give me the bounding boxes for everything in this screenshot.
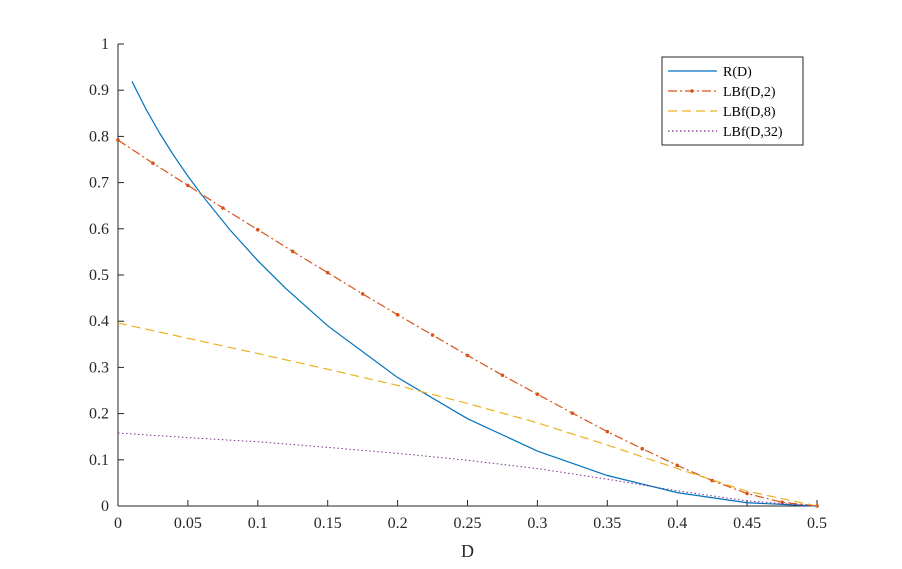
data-point <box>535 392 540 396</box>
x-tick-label: 0.35 <box>593 515 621 532</box>
series-lbf-d-8 <box>117 322 818 507</box>
y-tick-label: 0.9 <box>89 82 109 99</box>
legend-box <box>661 56 804 146</box>
data-point <box>151 161 155 165</box>
y-tick-label: 0.1 <box>89 452 109 469</box>
x-tick-label: 0.4 <box>667 515 687 532</box>
data-point <box>255 227 260 232</box>
data-point <box>465 353 470 358</box>
data-point <box>640 446 645 451</box>
legend-item: LBf(D,32) <box>668 125 783 140</box>
y-tick-label: 0.8 <box>89 128 109 145</box>
data-point <box>430 333 435 337</box>
y-axis: 0 0.1 0.2 0.3 0.4 0.5 0.6 0.7 0.8 0.9 1 <box>89 36 124 515</box>
y-tick-label: 0.4 <box>89 313 109 330</box>
data-point <box>290 249 295 254</box>
series-layer <box>116 81 819 508</box>
y-tick-label: 0.2 <box>89 406 109 423</box>
x-tick-label: 0.25 <box>454 515 482 532</box>
x-tick-label: 0.1 <box>248 515 268 532</box>
legend-marker <box>690 89 694 93</box>
legend-label: LBf(D,8) <box>723 105 776 120</box>
y-tick-label: 0.3 <box>89 359 109 376</box>
data-point <box>675 463 679 468</box>
legend-label: LBf(D,32) <box>723 125 783 140</box>
y-tick-label: 0.5 <box>89 267 109 284</box>
series-lbf-d-32 <box>117 432 818 507</box>
series-line <box>117 139 818 507</box>
y-tick-label: 0 <box>101 498 109 515</box>
x-tick-label: 0.05 <box>174 515 202 532</box>
series-line <box>117 322 818 507</box>
y-tick-label: 0.7 <box>89 175 109 192</box>
x-axis: 0 0.05 0.1 0.15 0.2 0.25 0.3 0.35 0.4 0.45 0.5 <box>114 500 827 532</box>
series-line <box>131 81 818 507</box>
x-axis-title: D <box>461 541 474 561</box>
legend-item: LBf(D,8) <box>668 105 776 120</box>
x-tick-label: 0.2 <box>388 515 408 532</box>
x-tick-label: 0.5 <box>807 515 827 532</box>
x-tick-label: 0.15 <box>314 515 342 532</box>
data-point <box>605 429 610 434</box>
data-point <box>360 292 365 296</box>
data-point <box>116 138 120 142</box>
data-point <box>570 411 575 415</box>
legend-label: LBf(D,2) <box>723 85 776 100</box>
y-tick-label: 0.6 <box>89 221 109 238</box>
legend-item: LBf(D,2) <box>668 85 776 100</box>
x-tick-label: 0 <box>114 515 122 532</box>
data-point <box>815 504 819 508</box>
legend-label: R(D) <box>723 65 752 80</box>
series-line <box>117 432 818 507</box>
data-point <box>710 478 714 483</box>
data-point <box>745 491 749 496</box>
x-tick-label: 0.45 <box>733 515 761 532</box>
data-point <box>186 183 190 188</box>
x-tick-label: 0.3 <box>527 515 547 532</box>
series-lbf-d-2 <box>116 138 819 508</box>
data-point <box>221 206 225 210</box>
data-point <box>395 312 400 317</box>
y-tick-label: 1 <box>101 36 109 53</box>
series-r-d <box>131 81 818 507</box>
data-point <box>325 270 330 275</box>
legend: R(D) LBf(D,2) LBf(D,8) LBf(D,32) <box>661 56 804 146</box>
legend-item: R(D) <box>668 65 752 80</box>
data-point <box>500 373 505 378</box>
